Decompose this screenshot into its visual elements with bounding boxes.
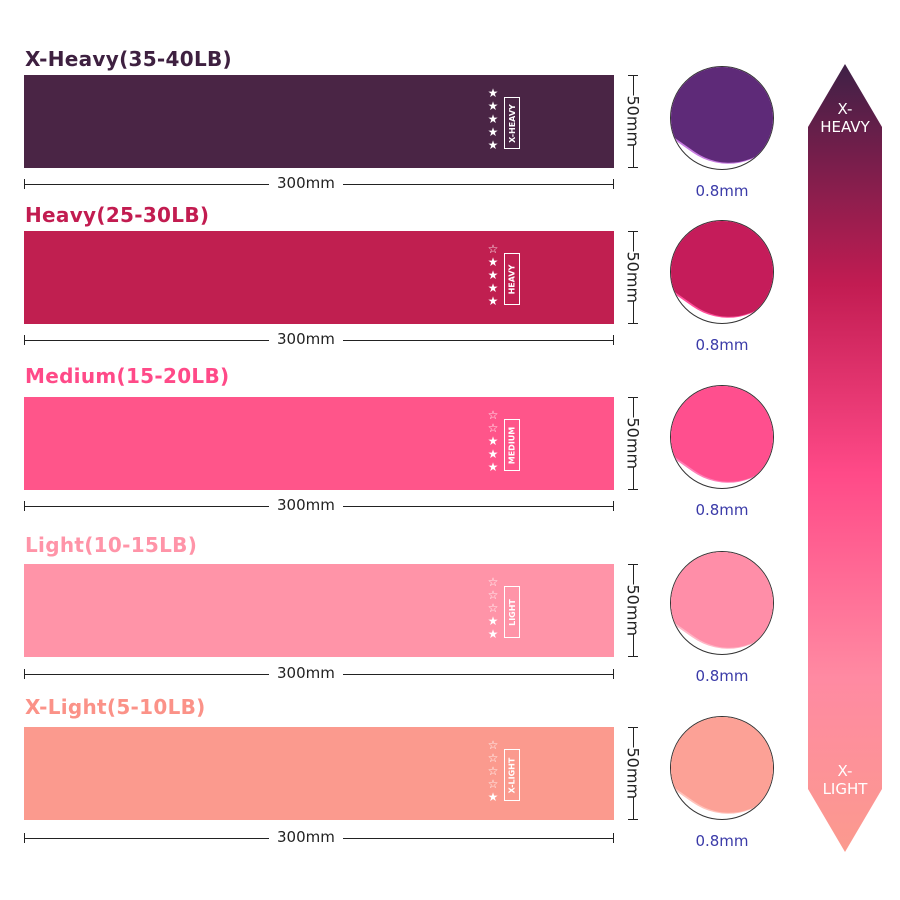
thickness-label: 0.8mm: [695, 182, 749, 200]
scale-bottom-label: X- LIGHT: [822, 762, 868, 798]
strength-stars: ☆ ☆ ☆ ☆ ★: [486, 739, 500, 804]
star-empty-icon: ☆: [487, 751, 499, 765]
star-filled-icon: ★: [487, 627, 499, 641]
band-title: Medium(15-20LB): [25, 364, 230, 388]
width-label: 50mm: [623, 747, 643, 800]
band-title: Heavy(25-30LB): [25, 203, 210, 227]
star-empty-icon: ☆: [487, 601, 499, 615]
star-filled-icon: ★: [487, 447, 499, 461]
width-label: 50mm: [623, 417, 643, 470]
star-filled-icon: ★: [487, 268, 499, 282]
star-filled-icon: ★: [487, 255, 499, 269]
star-empty-icon: ☆: [487, 764, 499, 778]
band-tag: X-HEAVY: [504, 97, 520, 149]
band-tag: LIGHT: [504, 586, 520, 638]
star-empty-icon: ☆: [487, 421, 499, 435]
length-dimension: 300mm: [24, 330, 614, 348]
star-filled-icon: ★: [487, 281, 499, 295]
length-dimension: 300mm: [24, 174, 614, 192]
length-label: 300mm: [269, 496, 343, 514]
scale-top-label: X- HEAVY: [820, 100, 870, 136]
star-filled-icon: ★: [487, 294, 499, 308]
strength-stars: ☆ ★ ★ ★ ★: [486, 243, 500, 308]
length-dimension: 300mm: [24, 496, 614, 514]
star-empty-icon: ☆: [487, 777, 499, 791]
width-label: 50mm: [623, 251, 643, 304]
star-filled-icon: ★: [487, 790, 499, 804]
star-filled-icon: ★: [487, 138, 499, 152]
band-tag: MEDIUM: [504, 419, 520, 471]
star-filled-icon: ★: [487, 99, 499, 113]
thickness-closeup: [670, 220, 774, 324]
length-dimension: 300mm: [24, 828, 614, 846]
length-label: 300mm: [269, 174, 343, 192]
length-label: 300mm: [269, 828, 343, 846]
strength-stars: ☆ ☆ ★ ★ ★: [486, 409, 500, 474]
thickness-label: 0.8mm: [695, 667, 749, 685]
star-filled-icon: ★: [487, 125, 499, 139]
strength-stars: ☆ ☆ ☆ ★ ★: [486, 576, 500, 641]
length-dimension: 300mm: [24, 664, 614, 682]
thickness-closeup: [670, 551, 774, 655]
width-dimension: 50mm: [623, 75, 643, 168]
length-label: 300mm: [269, 330, 343, 348]
length-label: 300mm: [269, 664, 343, 682]
star-empty-icon: ☆: [487, 575, 499, 589]
thickness-closeup: [670, 716, 774, 820]
star-empty-icon: ☆: [487, 738, 499, 752]
star-filled-icon: ★: [487, 112, 499, 126]
band-swatch: ★ ★ ★ ★ ★ X-HEAVY: [24, 75, 614, 168]
star-filled-icon: ★: [487, 86, 499, 100]
thickness-label: 0.8mm: [695, 336, 749, 354]
band-tag: HEAVY: [504, 253, 520, 305]
band-swatch: ☆ ☆ ☆ ★ ★ LIGHT: [24, 564, 614, 657]
width-label: 50mm: [623, 95, 643, 148]
thickness-closeup: [670, 66, 774, 170]
band-title: X-Heavy(35-40LB): [25, 47, 232, 71]
band-title: X-Light(5-10LB): [25, 695, 206, 719]
strength-stars: ★ ★ ★ ★ ★: [486, 87, 500, 152]
star-filled-icon: ★: [487, 614, 499, 628]
thickness-closeup: [670, 385, 774, 489]
width-label: 50mm: [623, 584, 643, 637]
width-dimension: 50mm: [623, 564, 643, 657]
band-swatch: ☆ ☆ ☆ ☆ ★ X-LIGHT: [24, 727, 614, 820]
resistance-scale-arrow: [808, 64, 882, 852]
band-tag: X-LIGHT: [504, 749, 520, 801]
star-filled-icon: ★: [487, 460, 499, 474]
thickness-label: 0.8mm: [695, 832, 749, 850]
thickness-label: 0.8mm: [695, 501, 749, 519]
band-title: Light(10-15LB): [25, 533, 198, 557]
star-empty-icon: ☆: [487, 408, 499, 422]
star-empty-icon: ☆: [487, 588, 499, 602]
band-swatch: ☆ ★ ★ ★ ★ HEAVY: [24, 231, 614, 324]
width-dimension: 50mm: [623, 231, 643, 324]
star-filled-icon: ★: [487, 434, 499, 448]
width-dimension: 50mm: [623, 727, 643, 820]
width-dimension: 50mm: [623, 397, 643, 490]
star-empty-icon: ☆: [487, 242, 499, 256]
band-swatch: ☆ ☆ ★ ★ ★ MEDIUM: [24, 397, 614, 490]
